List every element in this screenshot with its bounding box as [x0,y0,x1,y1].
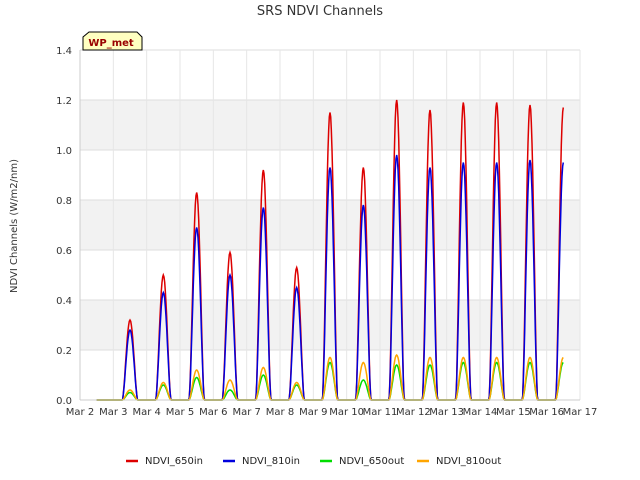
y-tick-label: 1.4 [56,46,72,57]
y-tick-label: 1.2 [56,96,72,107]
axes [79,50,580,401]
plot-area [80,50,580,400]
x-tick-label: Mar 15 [496,407,531,418]
plot-band [80,300,580,350]
y-tick-label: 1.0 [56,146,72,157]
x-tick-label: Mar 8 [266,407,294,418]
x-tick-label: Mar 2 [66,407,94,418]
tick-labels: 0.0 0.2 0.4 0.6 0.8 1.0 1.2 1.4 Mar 2 Mar 3 Mar 4 M… [56,46,597,418]
y-tick-label: 0.8 [56,196,72,207]
badge-label: WP_met [88,38,134,49]
badge-shape [82,31,143,51]
legend-label: NDVI_650out [339,456,404,467]
legend-label: NDVI_810out [436,456,501,467]
x-tick-label: Mar 3 [99,407,127,418]
y-tick-label: 0.4 [56,296,72,307]
wp-met-badge: WP_met [82,31,143,51]
plot-band [80,100,580,150]
chart-title: SRS NDVI Channels [257,4,383,19]
legend-label: NDVI_650in [145,456,203,467]
y-tick-label: 0.6 [56,246,72,257]
legend: NDVI_650in NDVI_810in NDVI_650out NDVI_810o… [126,456,501,467]
legend-item-NDVI_810out: NDVI_810out [417,456,501,467]
x-tick-label: Mar 7 [232,407,260,418]
x-tick-label: Mar 9 [299,407,327,418]
legend-item-NDVI_650out: NDVI_650out [320,456,404,467]
x-tick-label: Mar 13 [429,407,464,418]
legend-item-NDVI_810in: NDVI_810in [223,456,300,467]
legend-item-NDVI_650in: NDVI_650in [126,456,203,467]
x-tick-label: Mar 17 [563,407,598,418]
x-tick-label: Mar 16 [529,407,564,418]
y-tick-label: 0.2 [56,346,72,357]
x-tick-label: Mar 6 [199,407,227,418]
x-tick-label: Mar 14 [463,407,498,418]
x-tick-label: Mar 5 [166,407,194,418]
y-axis-label: NDVI Channels (W/m2/nm) [9,159,20,293]
y-tick-label: 0.0 [56,396,72,407]
x-tick-label: Mar 4 [132,407,160,418]
x-tick-label: Mar 12 [396,407,431,418]
grid-lines [79,49,581,401]
plot-band [80,200,580,250]
legend-label: NDVI_810in [242,456,300,467]
x-tick-label: Mar 10 [329,407,364,418]
x-tick-label: Mar 11 [363,407,398,418]
